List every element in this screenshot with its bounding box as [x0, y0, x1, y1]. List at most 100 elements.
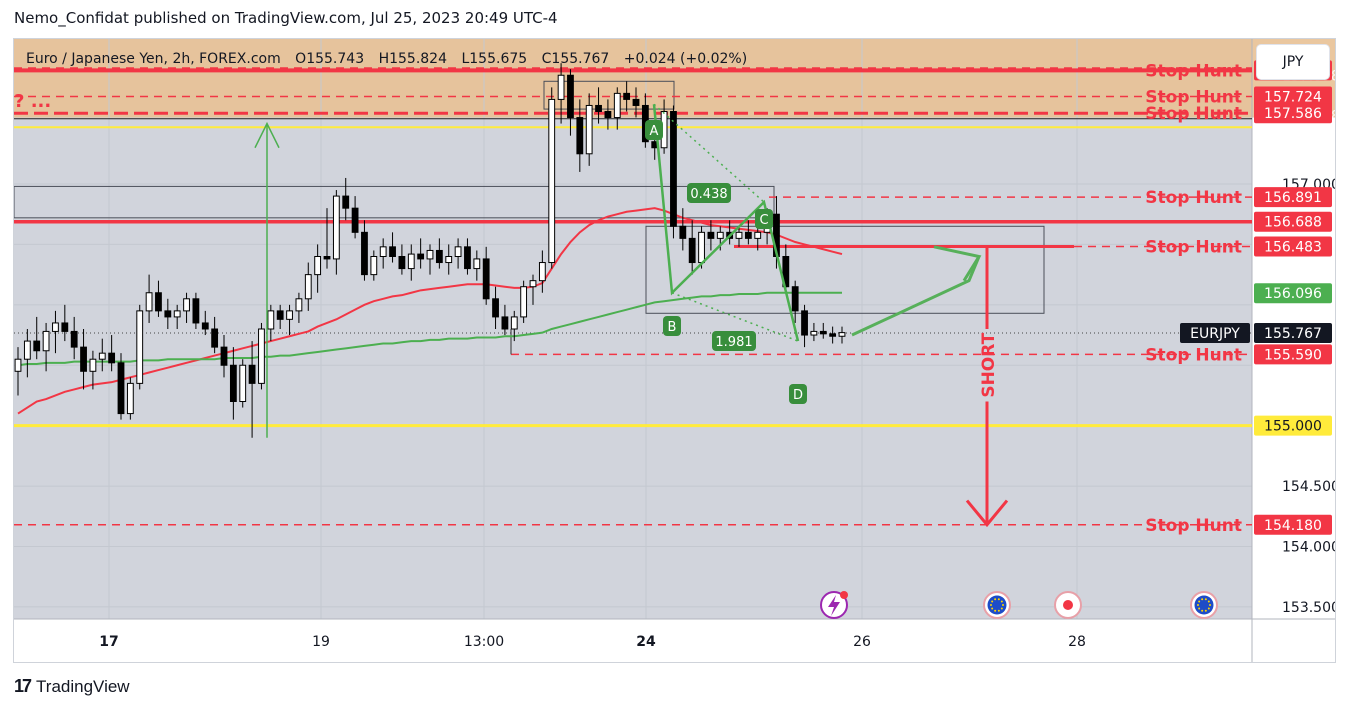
candle-body	[23, 340, 31, 360]
price-axis-badge	[1254, 211, 1332, 232]
currency-button[interactable]: JPY	[1257, 45, 1329, 79]
fib-extension-line	[671, 292, 799, 342]
candle-body	[417, 253, 425, 260]
candle	[744, 220, 752, 245]
eu-star	[1204, 598, 1207, 601]
point-b-label: B	[668, 320, 677, 335]
candle-body	[585, 104, 593, 155]
candle	[267, 304, 275, 342]
candle	[136, 304, 144, 390]
candle-body	[623, 92, 631, 100]
price-axis-badge-value: 156.483	[1264, 239, 1322, 255]
candle	[295, 292, 303, 323]
candle	[126, 377, 134, 420]
eu-star	[1207, 607, 1210, 610]
candle-body	[529, 280, 537, 288]
candle	[529, 274, 537, 305]
close-value: 155.767	[551, 51, 610, 67]
candle	[80, 329, 87, 390]
symbol-badge-label: EURJPY	[1190, 326, 1240, 342]
eu-star	[1201, 598, 1204, 601]
candle-body	[201, 322, 209, 330]
candle	[407, 244, 415, 281]
candle-body	[670, 111, 677, 227]
candle-body	[42, 330, 50, 352]
candle	[52, 310, 59, 354]
range-box-left	[14, 185, 775, 219]
eu-star	[997, 598, 1000, 601]
japan-event-icon[interactable]	[1054, 591, 1082, 619]
candle-body	[173, 310, 181, 318]
tradingview-brand[interactable]: 17 TradingView	[14, 676, 130, 697]
price-axis-badge	[1254, 103, 1332, 124]
candle-body	[595, 104, 602, 113]
candle-body	[492, 298, 499, 318]
candle-body	[838, 332, 846, 337]
fib-ratio-label-bg	[687, 183, 731, 203]
candle	[314, 244, 322, 293]
candle	[688, 220, 696, 275]
point-d-label-bg	[789, 384, 807, 404]
candle-body	[314, 256, 322, 276]
candle	[492, 286, 499, 329]
candle	[595, 87, 602, 124]
candle-body	[192, 298, 200, 324]
high-label: H	[378, 51, 390, 67]
moving-average-red	[17, 207, 843, 415]
candle-body	[267, 310, 275, 330]
candle	[98, 338, 106, 372]
fib-ratio-label: 0.438	[690, 187, 727, 202]
fib-retrace-line	[653, 103, 765, 203]
candle-body	[464, 246, 471, 270]
price-axis-badge-value: 156.891	[1264, 190, 1322, 206]
abcd-pattern-line	[652, 104, 800, 342]
stop-hunt-label: Stop Hunt	[1145, 345, 1242, 365]
chart-frame[interactable]: A B C D 0.438 1.981 SHORT? ... 157.000 154.500 15…	[13, 38, 1336, 663]
price-axis-badge-value: 155.000	[1264, 419, 1322, 435]
plot-background	[14, 39, 1252, 619]
candle	[473, 250, 481, 281]
candle-body	[33, 340, 41, 352]
candle-body	[211, 328, 219, 348]
jp-dot	[1063, 600, 1073, 610]
candle-body	[183, 298, 190, 312]
candle-body	[754, 231, 762, 239]
candle	[258, 322, 265, 390]
candle-body	[407, 253, 415, 270]
eu-event-icon[interactable]	[983, 591, 1011, 619]
price-axis-badge-value: 157.724	[1264, 90, 1322, 106]
point-a-label: A	[650, 124, 659, 139]
candle-body	[398, 256, 406, 270]
time-tick-label: 17	[99, 634, 118, 650]
eu-star	[994, 598, 997, 601]
candle	[389, 232, 396, 263]
eu-event-icon-disk	[1194, 595, 1214, 615]
candle-body	[14, 358, 22, 372]
candle	[613, 87, 621, 130]
candle	[351, 196, 359, 239]
short-label: SHORT	[979, 332, 999, 397]
lightning-event-icon[interactable]	[820, 591, 848, 619]
candle	[33, 316, 41, 360]
candle-body	[510, 316, 518, 330]
candle-body	[557, 74, 565, 100]
stop-hunt-label: Stop Hunt	[1145, 88, 1242, 108]
candle	[791, 280, 799, 323]
candle-body	[351, 207, 359, 233]
candle-body	[370, 256, 378, 276]
candle	[426, 244, 434, 275]
candle-body	[164, 310, 172, 318]
candle-body	[520, 286, 528, 318]
stop-hunt-label: Stop Hunt	[1145, 516, 1242, 536]
price-axis-badge	[1254, 344, 1332, 365]
lightning-icon	[828, 595, 840, 616]
eu-star	[1198, 607, 1201, 610]
candle-body	[117, 362, 125, 415]
price-tick-label: 154.500	[1282, 479, 1335, 495]
candle	[829, 326, 837, 344]
candle-body	[735, 231, 743, 239]
candle-body	[810, 330, 818, 336]
candle-body	[679, 225, 687, 239]
eu-event-icon[interactable]	[1190, 591, 1218, 619]
